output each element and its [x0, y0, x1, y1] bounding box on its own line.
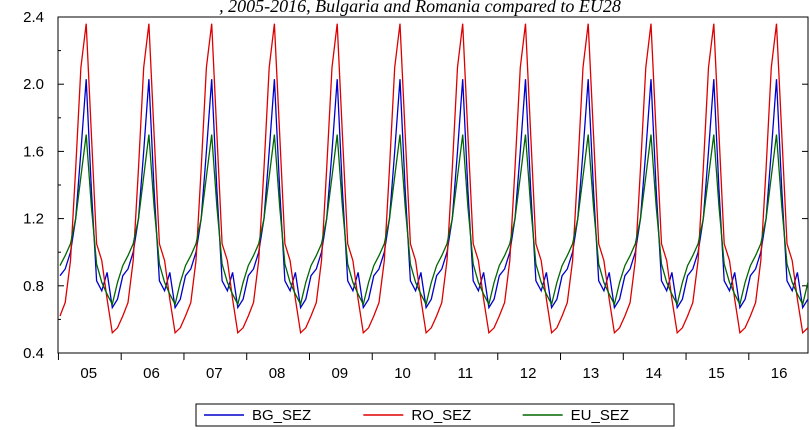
series-layer: [59, 23, 808, 335]
series-line-eu-sez: [59, 134, 808, 307]
legend-label: EU_SEZ: [571, 407, 629, 424]
x-tick-label: 16: [771, 365, 788, 382]
x-tick-label: 05: [80, 365, 97, 382]
x-tick-label: 09: [331, 365, 348, 382]
legend-box: [195, 403, 675, 427]
series-line-bg-sez: [59, 79, 808, 310]
y-tick-label: 2.4: [23, 9, 44, 26]
series-line-ro-sez: [59, 23, 808, 335]
x-tick-label: 07: [206, 365, 223, 382]
x-tick-label: 15: [708, 365, 725, 382]
chart-title: , 2005-2016, Bulgaria and Romania compar…: [219, 0, 621, 16]
legend: BG_SEZ RO_SEZ EU_SEZ: [195, 403, 675, 427]
y-axis: 0.4 0.8 1.2 1.6 2.0 2.4: [23, 9, 808, 362]
x-tick-label: 12: [520, 365, 537, 382]
x-tick-label: 11: [458, 365, 474, 382]
y-tick-label: 0.4: [23, 345, 44, 362]
x-axis: 05 06 07 08 09 10 11 12 13 14 15 16: [57, 353, 788, 382]
y-tick-label: 2.0: [23, 76, 44, 93]
y-tick-label: 1.2: [23, 211, 44, 228]
y-tick-label: 1.6: [23, 143, 44, 160]
legend-label: BG_SEZ: [252, 407, 311, 424]
legend-label: RO_SEZ: [411, 407, 471, 424]
x-tick-label: 14: [645, 365, 662, 382]
x-tick-label: 06: [143, 365, 160, 382]
x-tick-label: 08: [269, 365, 286, 382]
y-tick-label: 0.8: [23, 278, 44, 295]
x-tick-label: 10: [394, 365, 411, 382]
x-tick-label: 13: [583, 365, 600, 382]
